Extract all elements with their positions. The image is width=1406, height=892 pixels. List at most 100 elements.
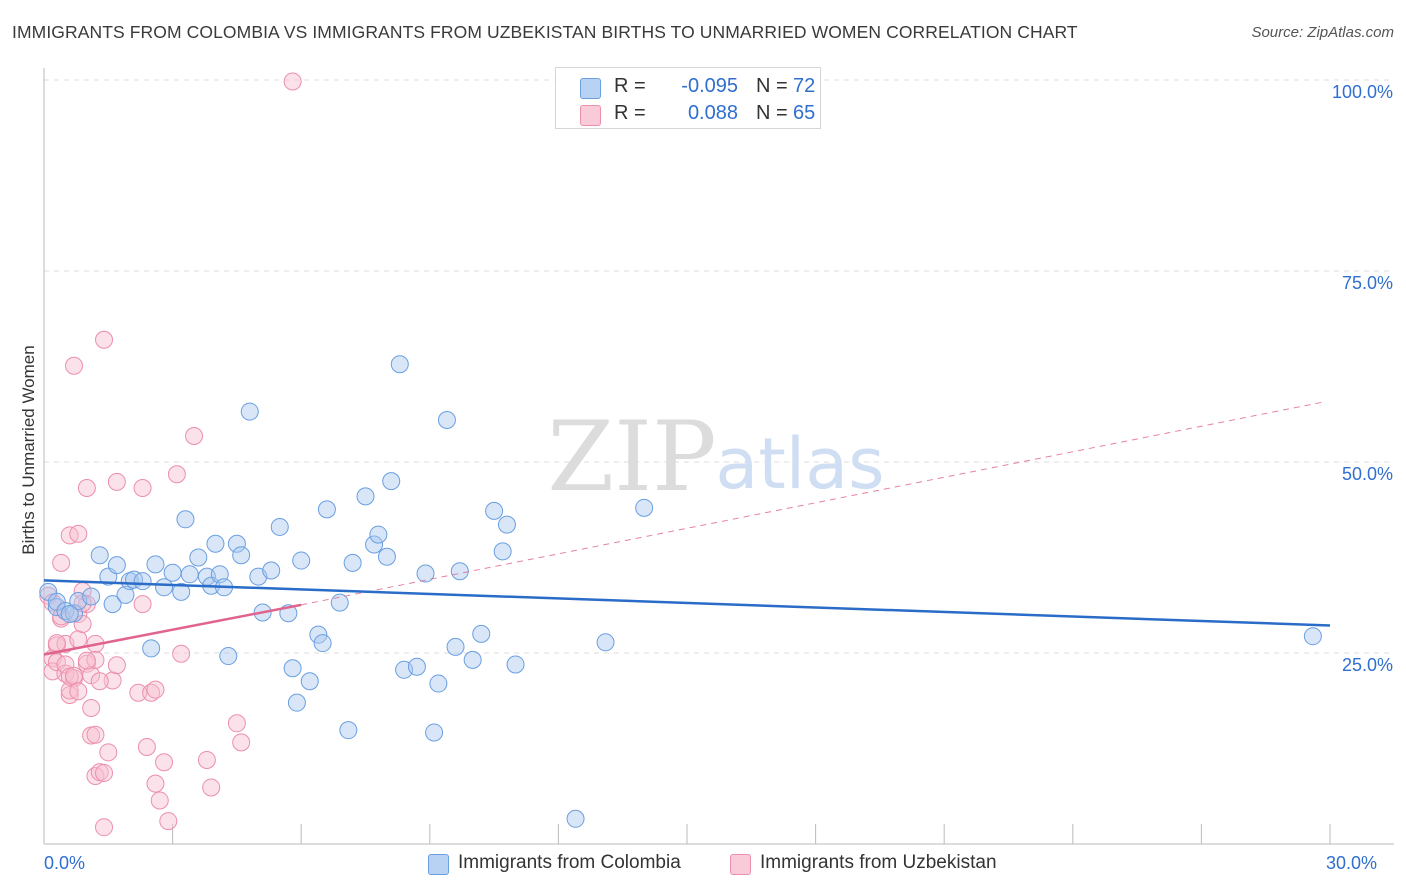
watermark-atlas: atlas [715, 423, 884, 505]
colombia-point [219, 647, 238, 666]
series-legend: Immigrants from Colombia Immigrants from… [0, 851, 1406, 877]
colombia-point [369, 525, 388, 544]
uzbekistan-trend-extension [301, 401, 1322, 606]
y-tick-label: 75.0% [1342, 273, 1393, 293]
uzbekistan-point [283, 72, 302, 91]
r-label: R = [614, 75, 646, 97]
uzbekistan-point [82, 699, 101, 718]
colombia-point [446, 637, 465, 656]
correlation-legend: R = -0.095 N = 72 R = 0.088 N = 65 [555, 67, 821, 129]
y-axis-label: Births to Unmarried Women [19, 345, 38, 555]
colombia-point [189, 548, 208, 567]
chart-title: IMMIGRANTS FROM COLOMBIA VS IMMIGRANTS F… [12, 22, 1078, 42]
colombia-points [39, 355, 1322, 828]
uzbekistan-point [95, 763, 114, 782]
colombia-point [60, 605, 79, 624]
uzbekistan-point [133, 478, 152, 497]
uzbekistan-trend-line [43, 603, 302, 656]
colombia-point [472, 624, 491, 643]
colombia-point [270, 517, 289, 536]
colombia-point [365, 535, 384, 554]
uzbekistan-point [185, 427, 204, 446]
watermark: ZIP atlas [547, 401, 884, 513]
watermark-zip: ZIP [547, 401, 716, 513]
colombia-point [287, 693, 306, 712]
uzbekistan-point [52, 553, 71, 572]
colombia-point [227, 534, 246, 553]
colombia-point [390, 355, 409, 374]
colombia-point [292, 551, 311, 570]
n-value: 72 [793, 75, 816, 97]
uzbekistan-point [129, 683, 148, 702]
colombia-point [566, 809, 585, 828]
colombia-point [107, 556, 126, 575]
colombia-point [506, 655, 525, 674]
colombia-point [425, 723, 444, 742]
uzbekistan-points [39, 72, 302, 837]
colombia-point [596, 633, 615, 652]
x-tick-label-min: 0.0% [44, 853, 86, 873]
uzbekistan-point [155, 753, 174, 772]
uzbekistan-point [133, 595, 152, 614]
colombia-point [176, 510, 195, 529]
uzbekistan-point [167, 465, 186, 484]
uzbekistan-point [77, 478, 96, 497]
axes [43, 68, 1394, 845]
colombia-point [103, 595, 122, 614]
colombia-point [429, 674, 448, 693]
colombia-swatch [580, 78, 601, 99]
colombia-point [283, 659, 302, 678]
y-tick-label: 100.0% [1332, 82, 1393, 102]
uzbekistan-point [69, 682, 88, 701]
colombia-point [309, 625, 328, 644]
uzbekistan-point [146, 774, 165, 793]
uzbekistan-point [202, 778, 221, 797]
uzbekistan-point [172, 644, 191, 663]
colombia-point [497, 515, 516, 534]
colombia-point [1303, 627, 1322, 646]
colombia-trend-line [43, 579, 1331, 627]
y-axis-label-wrap: Births to Unmarried Women [14, 270, 44, 630]
uzbekistan-point [47, 634, 66, 653]
uzbekistan-point [90, 672, 109, 691]
colombia-point [330, 593, 349, 612]
colombia-point [155, 578, 174, 597]
colombia-point [262, 561, 281, 580]
uzbekistan-point [232, 733, 251, 752]
legend-label: Immigrants from Colombia [458, 852, 681, 873]
r-value: -0.095 [681, 75, 738, 97]
gridlines [44, 79, 1394, 654]
colombia-point [356, 487, 375, 506]
uzbekistan-point [86, 725, 105, 744]
uzbekistan-swatch [730, 854, 751, 875]
colombia-point [317, 500, 336, 519]
n-label: N = [756, 102, 788, 124]
x-tick-label-max: 30.0% [1326, 853, 1378, 873]
uzbekistan-point [69, 524, 88, 543]
source-label: Source: ZipAtlas.com [1251, 24, 1394, 41]
colombia-swatch [428, 854, 449, 875]
legend-label: Immigrants from Uzbekistan [760, 852, 997, 873]
colombia-point [343, 553, 362, 572]
uzbekistan-point [65, 356, 84, 375]
uzbekistan-point [150, 791, 169, 810]
y-tick-label: 50.0% [1342, 464, 1393, 484]
colombia-point [82, 587, 101, 606]
r-label: R = [614, 102, 646, 124]
r-value: 0.088 [687, 102, 738, 124]
uzbekistan-point [146, 680, 165, 699]
uzbekistan-point [69, 630, 88, 649]
uzbekistan-point [95, 330, 114, 349]
colombia-point [163, 563, 182, 582]
uzbekistan-point [137, 737, 156, 756]
colombia-point [377, 547, 396, 566]
uzbekistan-point [65, 666, 84, 685]
colombia-point [493, 542, 512, 561]
uzbekistan-point [99, 743, 118, 762]
colombia-point [313, 634, 332, 653]
colombia-point [232, 546, 251, 565]
uzbekistan-point [77, 651, 96, 670]
colombia-point [635, 498, 654, 517]
colombia-point [450, 562, 469, 581]
